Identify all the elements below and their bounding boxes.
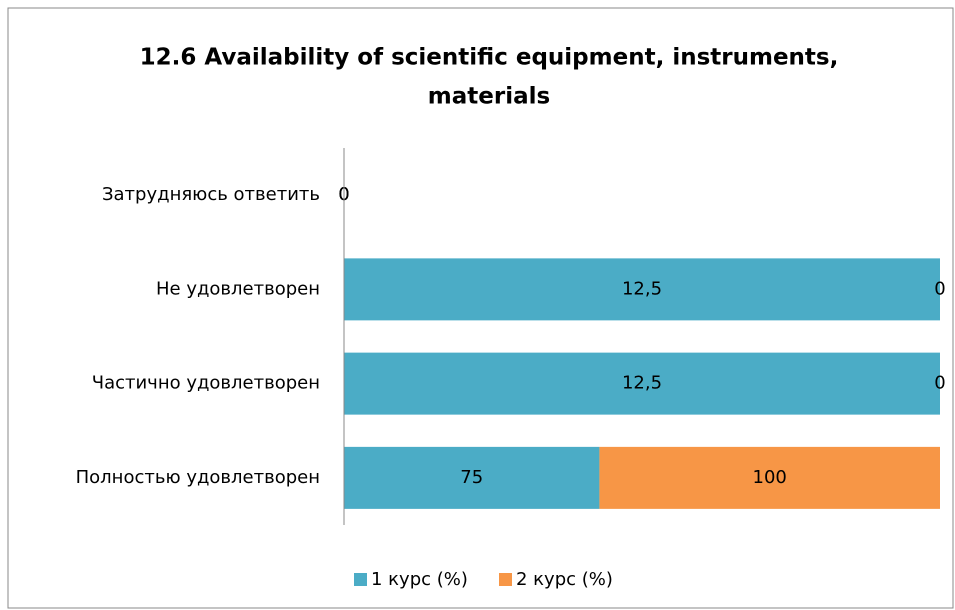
legend-label: 1 курс (%) <box>371 569 468 590</box>
bar <box>344 258 940 321</box>
chart-title: materials <box>428 84 550 110</box>
bar <box>599 446 940 509</box>
chart-title: 12.6 Availability of scientific equipmen… <box>140 45 839 71</box>
data-label: 0 <box>934 373 945 394</box>
y-tick-label: Затрудняюсь ответить <box>102 184 320 205</box>
bar <box>344 446 600 509</box>
legend-swatch <box>354 573 367 586</box>
legend-label: 2 курс (%) <box>516 569 613 590</box>
legend-swatch <box>499 573 512 586</box>
data-label: 12,5 <box>622 373 662 394</box>
data-label: 12,5 <box>622 278 662 299</box>
y-tick-label: Частично удовлетворен <box>92 373 320 394</box>
data-label: 0 <box>934 278 945 299</box>
bar <box>344 352 940 415</box>
y-tick-label: Полностью удовлетворен <box>76 467 320 488</box>
y-tick-label: Не удовлетворен <box>156 278 320 299</box>
data-label: 75 <box>460 467 483 488</box>
data-label: 100 <box>753 467 787 488</box>
